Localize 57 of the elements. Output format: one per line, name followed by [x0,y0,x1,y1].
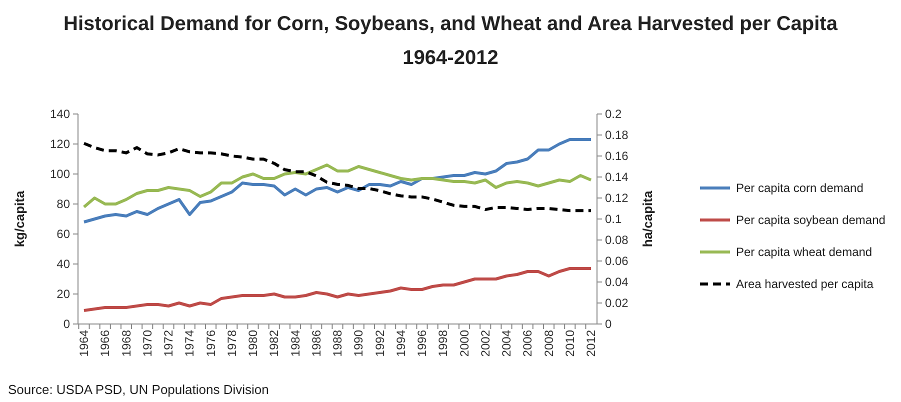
y2-tick-label: 0.2 [605,107,622,122]
y2-tick-label: 0.16 [605,149,629,164]
x-tick-label: 1974 [182,330,197,357]
legend-label: Area harvested per capita [736,277,874,292]
x-tick-label: 2006 [520,330,535,357]
x-tick-label: 1988 [330,330,344,357]
x-tick-label: 2012 [584,330,598,357]
line-series [82,138,592,224]
legend-label: Per capita wheat demand [736,245,872,260]
y-tick-label: 120 [50,137,70,152]
chart-subtitle: 1964-2012 [402,47,498,69]
y2-tick-label: 0.18 [605,128,629,142]
y2-tick-label: 0.08 [605,233,629,248]
x-tick-label: 1970 [140,330,154,357]
x-tick-label: 1980 [246,330,260,357]
y-axis-title: kg/capita [12,190,27,248]
x-tick-label: 2000 [457,330,472,357]
y-tick-label: 40 [56,257,70,272]
y-tick-label: 100 [50,167,70,182]
x-tick-label: 1982 [267,330,282,357]
y2-tick-label: 0 [605,317,612,332]
x-tick-label: 1986 [309,330,324,357]
line-series [82,267,592,312]
x-tick-label: 2004 [500,330,514,357]
y-tick-label: 140 [50,107,70,122]
y2-tick-label: 0.02 [605,296,629,310]
y2-tick-label: 0.12 [605,191,629,206]
x-tick-label: 1990 [352,330,366,357]
x-tick-label: 1994 [394,330,408,357]
y2-tick-label: 0.04 [605,275,629,290]
y2-tick-label: 0.1 [605,212,622,226]
x-tick-label: 1966 [98,330,112,357]
x-tick-label: 1964 [77,330,91,357]
x-tick-label: 1998 [436,330,450,357]
y-tick-label: 80 [56,197,70,212]
y2-tick-label: 0.06 [605,254,629,268]
y-tick-label: 60 [56,227,70,242]
x-tick-label: 1984 [288,330,302,357]
x-tick-label: 1976 [204,330,218,357]
x-tick-label: 1978 [224,330,239,357]
legend-label: Per capita corn demand [736,181,864,196]
x-tick-label: 2002 [478,330,492,357]
x-tick-label: 1992 [372,330,387,357]
x-tick-label: 2010 [562,330,577,357]
line-series [82,164,592,208]
chart-title: Historical Demand for Corn, Soybeans, and Wheat and Area Harvested per Capita [64,13,838,35]
y2-axis-title: ha/capita [640,190,655,248]
x-tick-label: 1972 [162,330,176,357]
x-tick-label: 1968 [119,330,134,357]
y2-tick-label: 0.14 [605,170,629,184]
y-tick-label: 0 [63,317,70,332]
line-series [82,142,592,212]
legend-label: Per capita soybean demand [736,213,886,228]
source-note: Source: USDA PSD, UN Populations Division [8,382,269,397]
x-tick-label: 2008 [542,330,556,357]
y-tick-label: 20 [56,287,70,302]
x-tick-label: 1996 [415,330,429,357]
